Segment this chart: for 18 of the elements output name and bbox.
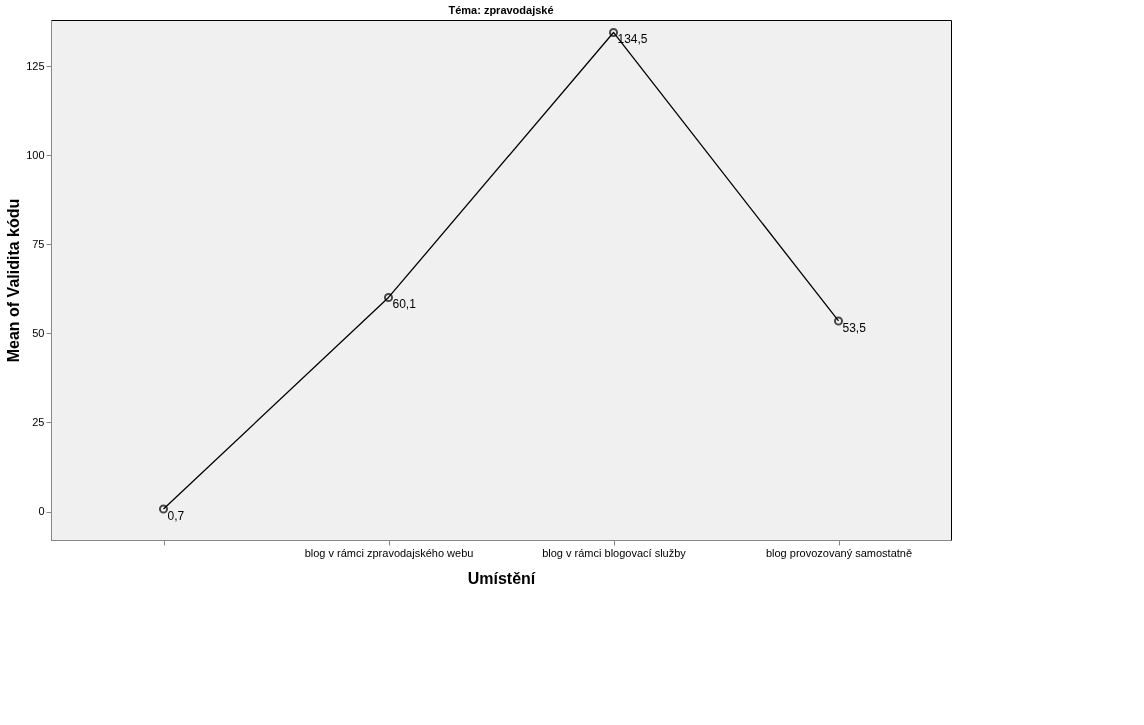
data-label: 60,1 — [392, 297, 417, 312]
x-axis-title: Umístění — [467, 569, 536, 587]
y-axis-title: Mean of Validita kódu — [5, 198, 23, 363]
chart-title: Téma: zpravodajské — [448, 4, 554, 16]
data-label: 134,5 — [617, 32, 648, 47]
y-tick-label: 75 — [32, 237, 45, 250]
y-tick-label: 100 — [26, 148, 45, 161]
y-tick-label: 125 — [26, 59, 45, 72]
y-tick-label: 25 — [32, 415, 45, 428]
x-tick-label: blog provozovaný samostatně — [765, 546, 913, 559]
x-tick-label: blog v rámci blogovací služby — [542, 546, 687, 559]
point — [383, 292, 394, 302]
y-tick-label: 0 — [38, 505, 45, 518]
data-label: 0,7 — [167, 509, 185, 524]
y-tick-label: 50 — [32, 326, 45, 339]
data-label: 53,5 — [842, 320, 867, 335]
point — [608, 27, 619, 37]
x-tick-label: blog v rámci zpravodajského webu — [304, 546, 474, 559]
